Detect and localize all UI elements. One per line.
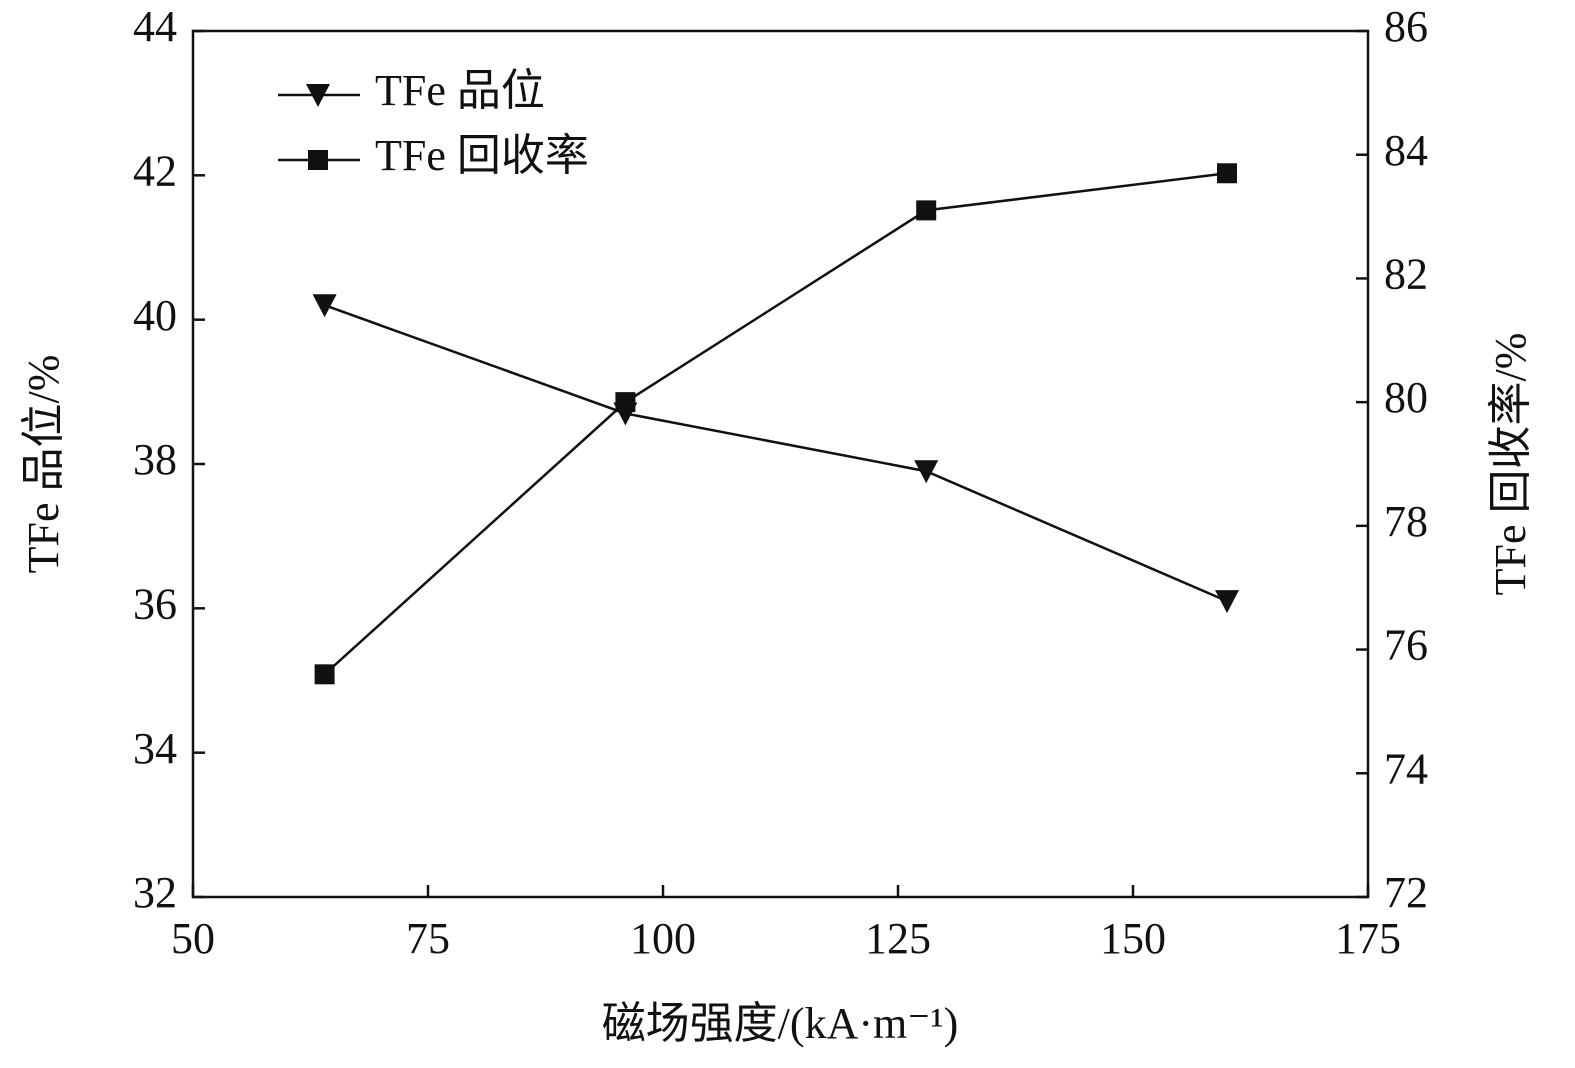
y2-tick-label: 86: [1384, 2, 1428, 51]
x-tick-label: 100: [630, 914, 696, 963]
y2-tick-label: 72: [1384, 868, 1428, 917]
series-line: [323, 172, 1228, 676]
y-tick-label: 34: [133, 724, 177, 773]
x-tick-label: 125: [865, 914, 931, 963]
marker: [615, 392, 636, 413]
y2-tick-label: 74: [1384, 744, 1428, 793]
x-tick-label: 175: [1335, 914, 1401, 963]
x-tick-label: 75: [406, 914, 450, 963]
marker: [312, 294, 337, 318]
y2-tick-label: 76: [1384, 621, 1428, 670]
y2-tick-label: 78: [1384, 497, 1428, 546]
marker: [314, 664, 335, 685]
legend-label: TFe 回收率: [375, 131, 589, 180]
y2-tick-label: 82: [1384, 250, 1428, 299]
y2-axis-label: TFe 回收率/%: [1486, 333, 1535, 596]
x-tick-label: 150: [1100, 914, 1166, 963]
x-tick-label: 50: [171, 914, 215, 963]
marker: [306, 84, 330, 107]
y-tick-label: 40: [133, 291, 177, 340]
y-tick-label: 32: [133, 868, 177, 917]
y-tick-label: 38: [133, 435, 177, 484]
y-tick-label: 42: [133, 146, 177, 195]
marker: [916, 200, 937, 221]
marker: [914, 460, 939, 484]
plot-frame: [191, 29, 1370, 899]
y2-tick-label: 84: [1384, 126, 1428, 175]
marker: [308, 150, 328, 170]
y-tick-label: 44: [133, 2, 177, 51]
marker: [1217, 163, 1237, 184]
series-line: [324, 304, 1228, 603]
y-tick-label: 36: [133, 579, 177, 628]
marker: [1215, 590, 1239, 614]
legend-label: TFe 品位: [375, 66, 545, 115]
y2-tick-label: 80: [1384, 373, 1428, 422]
x-axis-label: 磁场强度/(kA·m⁻¹): [602, 999, 959, 1048]
y-axis-label: TFe 品位/%: [19, 355, 68, 574]
